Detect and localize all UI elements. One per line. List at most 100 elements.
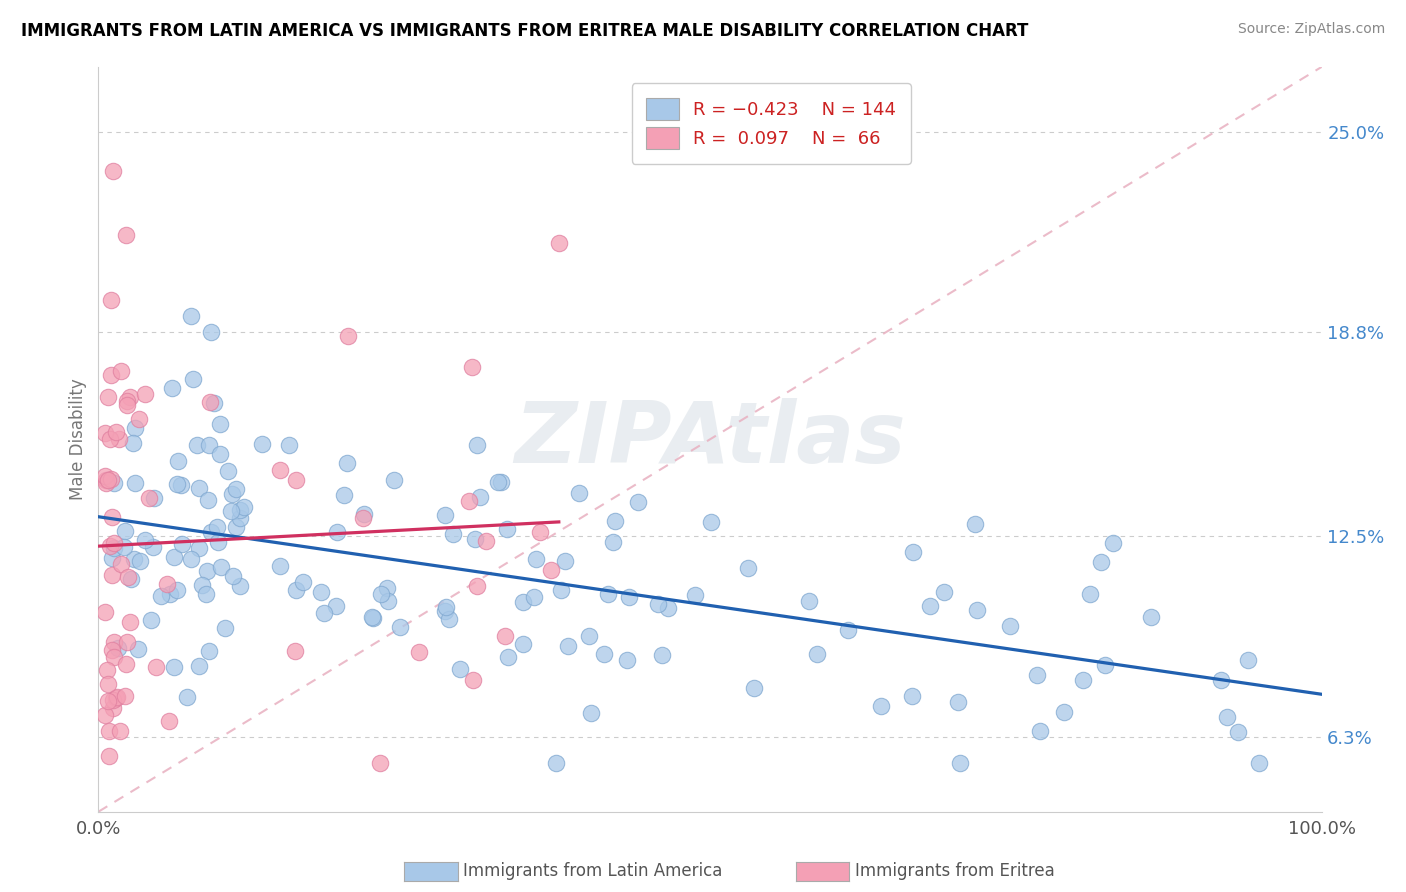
Point: [117, 570, 139, 584]
Point: [229, 510, 252, 524]
Point: [1211, 673, 1233, 687]
Point: [229, 503, 252, 517]
Point: [441, 526, 464, 541]
Point: [309, 584, 332, 599]
Point: [115, 634, 138, 648]
Point: [134, 387, 156, 401]
Point: [143, 491, 166, 505]
Point: [103, 650, 125, 665]
Point: [101, 551, 124, 566]
Point: [353, 507, 375, 521]
Point: [195, 564, 218, 578]
Point: [138, 491, 160, 505]
Point: [186, 438, 208, 452]
Point: [208, 447, 231, 461]
Point: [596, 587, 619, 601]
Point: [657, 601, 679, 615]
Point: [93, 425, 115, 440]
Point: [103, 635, 125, 649]
Point: [166, 476, 188, 491]
Point: [496, 649, 519, 664]
Point: [920, 599, 942, 613]
Point: [181, 372, 204, 386]
Point: [110, 364, 132, 378]
Point: [198, 394, 221, 409]
Point: [124, 421, 146, 435]
Point: [252, 436, 274, 450]
Point: [122, 436, 145, 450]
Point: [187, 481, 209, 495]
Point: [522, 590, 544, 604]
Point: [94, 475, 117, 490]
Text: Immigrants from Eritrea: Immigrants from Eritrea: [855, 863, 1054, 880]
Point: [434, 604, 457, 618]
Point: [98, 724, 121, 739]
Point: [1053, 705, 1076, 719]
Point: [336, 456, 359, 470]
Point: [742, 681, 765, 695]
Point: [377, 594, 399, 608]
Point: [370, 587, 392, 601]
Point: [100, 643, 122, 657]
Point: [145, 660, 167, 674]
Point: [124, 476, 146, 491]
Point: [103, 701, 125, 715]
Point: [325, 599, 347, 613]
Point: [118, 390, 141, 404]
Point: [94, 605, 117, 619]
Point: [114, 524, 136, 538]
Point: [98, 749, 121, 764]
Point: [806, 648, 828, 662]
Point: [197, 643, 219, 657]
Point: [207, 534, 229, 549]
Point: [463, 673, 485, 688]
Point: [1140, 609, 1163, 624]
Point: [352, 511, 374, 525]
Point: [180, 310, 202, 324]
Point: [105, 425, 128, 440]
Point: [98, 432, 121, 446]
Point: [592, 647, 614, 661]
Point: [524, 551, 547, 566]
Point: [949, 756, 972, 771]
Point: [200, 326, 222, 340]
Point: [627, 495, 650, 509]
Point: [360, 609, 382, 624]
Point: [134, 533, 156, 548]
Point: [1071, 673, 1094, 687]
Point: [578, 629, 600, 643]
Point: [197, 492, 219, 507]
Point: [361, 611, 384, 625]
Point: [167, 454, 190, 468]
Point: [568, 486, 591, 500]
Point: [157, 714, 180, 728]
Point: [205, 520, 228, 534]
Point: [1249, 756, 1271, 771]
Text: Source: ZipAtlas.com: Source: ZipAtlas.com: [1237, 22, 1385, 37]
Point: [408, 645, 430, 659]
Point: [166, 582, 188, 597]
Point: [540, 563, 562, 577]
Point: [325, 524, 347, 539]
Point: [176, 690, 198, 705]
Point: [162, 381, 184, 395]
Point: [436, 599, 458, 614]
Point: [277, 437, 299, 451]
Point: [103, 536, 125, 550]
Point: [222, 568, 245, 582]
Point: [229, 579, 252, 593]
Point: [98, 539, 121, 553]
Point: [97, 473, 120, 487]
Point: [291, 574, 314, 589]
Point: [101, 163, 124, 178]
Point: [112, 541, 135, 555]
Point: [700, 516, 723, 530]
Point: [602, 534, 624, 549]
Point: [1236, 653, 1258, 667]
Point: [170, 478, 193, 492]
Point: [100, 472, 122, 486]
Point: [269, 463, 291, 477]
Point: [100, 293, 122, 308]
Point: [437, 612, 460, 626]
Point: [214, 621, 236, 635]
